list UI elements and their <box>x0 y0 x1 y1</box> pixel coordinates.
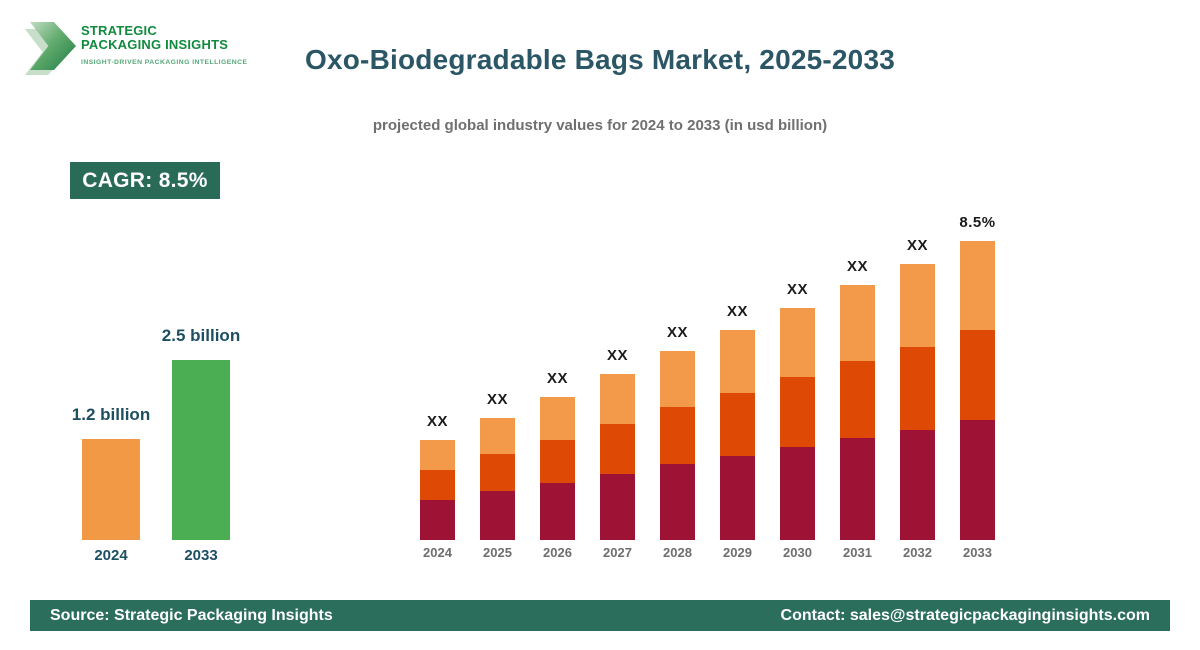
logo-text: STRATEGIC PACKAGING INSIGHTS INSIGHT-DRI… <box>81 24 247 66</box>
bar-segment-top <box>780 308 815 377</box>
stacked-bar-value-label: 8.5% <box>959 214 996 231</box>
stacked-bar-2033: 8.5% 2033 <box>959 214 995 560</box>
bar-segment-bottom <box>540 483 575 540</box>
stacked-bar-year-label: 2026 <box>543 545 572 560</box>
logo-name-line2: PACKAGING INSIGHTS <box>81 36 229 52</box>
stacked-bar-year-label: 2027 <box>603 545 632 560</box>
bar-segment-middle <box>420 470 455 500</box>
stacked-bar-2030: XX 2030 <box>780 281 815 560</box>
stacked-bar-2027: XX 2027 <box>600 347 635 560</box>
stacked-bar-2032: XX 2032 <box>900 237 935 560</box>
mini-bar-year-label: 2033 <box>184 547 218 564</box>
bar-segment-bottom <box>660 464 695 540</box>
bar-segment-top <box>960 241 995 330</box>
bar-segment-top <box>660 351 695 407</box>
bar-segment-top <box>900 264 935 347</box>
chevron-arrow-icon <box>24 22 76 76</box>
bar-segment-middle <box>660 407 695 464</box>
logo-name-line1: STRATEGIC <box>81 23 157 38</box>
stacked-bar-2025: XX 2025 <box>480 391 515 560</box>
bar-segment-bottom <box>840 438 875 540</box>
stacked-bar-value-label: XX <box>546 370 569 387</box>
mini-bar-2033: 2.5 billion 2033 <box>162 326 240 564</box>
bar-segment-bottom <box>420 500 455 540</box>
stacked-bar-year-label: 2033 <box>963 545 992 560</box>
stacked-bar-year-label: 2028 <box>663 545 692 560</box>
stacked-chart-bars: XX 2024 XX 2025 XX 2026 XX 2027 XX 2028 XX 2029 XX 20… <box>410 200 995 560</box>
bar-segment-top <box>420 440 455 470</box>
page-subtitle: projected global industry values for 202… <box>372 117 828 134</box>
bar-segment-middle <box>720 393 755 456</box>
footer-bar: Source: Strategic Packaging Insights Con… <box>30 600 1170 631</box>
bar-segment-top <box>480 418 515 454</box>
bar-segment-bottom <box>900 430 935 540</box>
stacked-bar-year-label: 2031 <box>843 545 872 560</box>
bar-segment-bottom <box>600 474 635 540</box>
bar-segment-middle <box>960 330 995 420</box>
projection-stacked-chart: XX 2024 XX 2025 XX 2026 XX 2027 XX 2028 XX 2029 XX 20… <box>410 200 995 560</box>
stacked-bar-value-label: XX <box>726 303 749 320</box>
footer-contact: Contact: sales@strategicpackaginginsight… <box>780 606 1150 624</box>
stacked-bar-value-label: XX <box>486 391 509 408</box>
stacked-bar-year-label: 2032 <box>903 545 932 560</box>
stacked-bar-value-label: XX <box>606 347 629 364</box>
stacked-bar-value-label: XX <box>906 237 929 254</box>
logo-tagline: INSIGHT-DRIVEN PACKAGING INTELLIGENCE <box>81 58 248 66</box>
stacked-bar-2029: XX 2029 <box>720 303 755 560</box>
bar-segment-top <box>840 285 875 361</box>
mini-bar-year-label: 2024 <box>94 547 128 564</box>
mini-bar-value-label: 1.2 billion <box>71 405 151 424</box>
stacked-bar-2024: XX 2024 <box>420 413 455 560</box>
bar-segment-top <box>540 397 575 440</box>
stacked-bar-2031: XX 2031 <box>840 258 875 560</box>
bar-segment-middle <box>540 440 575 483</box>
cagr-badge: CAGR: 8.5% <box>70 162 220 199</box>
bar-segment-middle <box>480 454 515 491</box>
stacked-bar-2026: XX 2026 <box>540 370 575 560</box>
bar-segment-middle <box>900 347 935 430</box>
bar-segment-bottom <box>780 447 815 540</box>
bar-segment-top <box>600 374 635 424</box>
stacked-bar-value-label: XX <box>666 324 689 341</box>
bar-segment-middle <box>600 424 635 474</box>
stacked-bar-value-label: XX <box>426 413 449 430</box>
bar-segment-middle <box>840 361 875 438</box>
bar-segment-bottom <box>480 491 515 540</box>
stacked-bar-year-label: 2024 <box>423 545 452 560</box>
bar-segment-bottom <box>720 456 755 540</box>
stacked-bar-year-label: 2025 <box>483 545 512 560</box>
mini-chart-bars: 1.2 billion 2024 2.5 billion 2033 <box>72 326 240 564</box>
bar-segment-top <box>720 330 755 393</box>
company-logo: STRATEGIC PACKAGING INSIGHTS INSIGHT-DRI… <box>24 14 290 76</box>
mini-bar-value-label: 2.5 billion <box>161 326 241 345</box>
footer-source: Source: Strategic Packaging Insights <box>50 606 333 624</box>
mini-bar-2024: 1.2 billion 2024 <box>72 405 150 564</box>
stacked-bar-2028: XX 2028 <box>660 324 695 560</box>
bar-segment-middle <box>780 377 815 447</box>
logo-name: STRATEGIC PACKAGING INSIGHTS <box>81 24 247 52</box>
stacked-bar-year-label: 2029 <box>723 545 752 560</box>
stacked-bar-value-label: XX <box>786 281 809 298</box>
growth-summary-chart: 1.2 billion 2024 2.5 billion 2033 <box>72 326 240 564</box>
stacked-bar-year-label: 2030 <box>783 545 812 560</box>
stacked-bar-value-label: XX <box>846 258 869 275</box>
bar-segment-bottom <box>960 420 995 540</box>
page-title: Oxo-Biodegradable Bags Market, 2025-2033 <box>304 44 895 75</box>
